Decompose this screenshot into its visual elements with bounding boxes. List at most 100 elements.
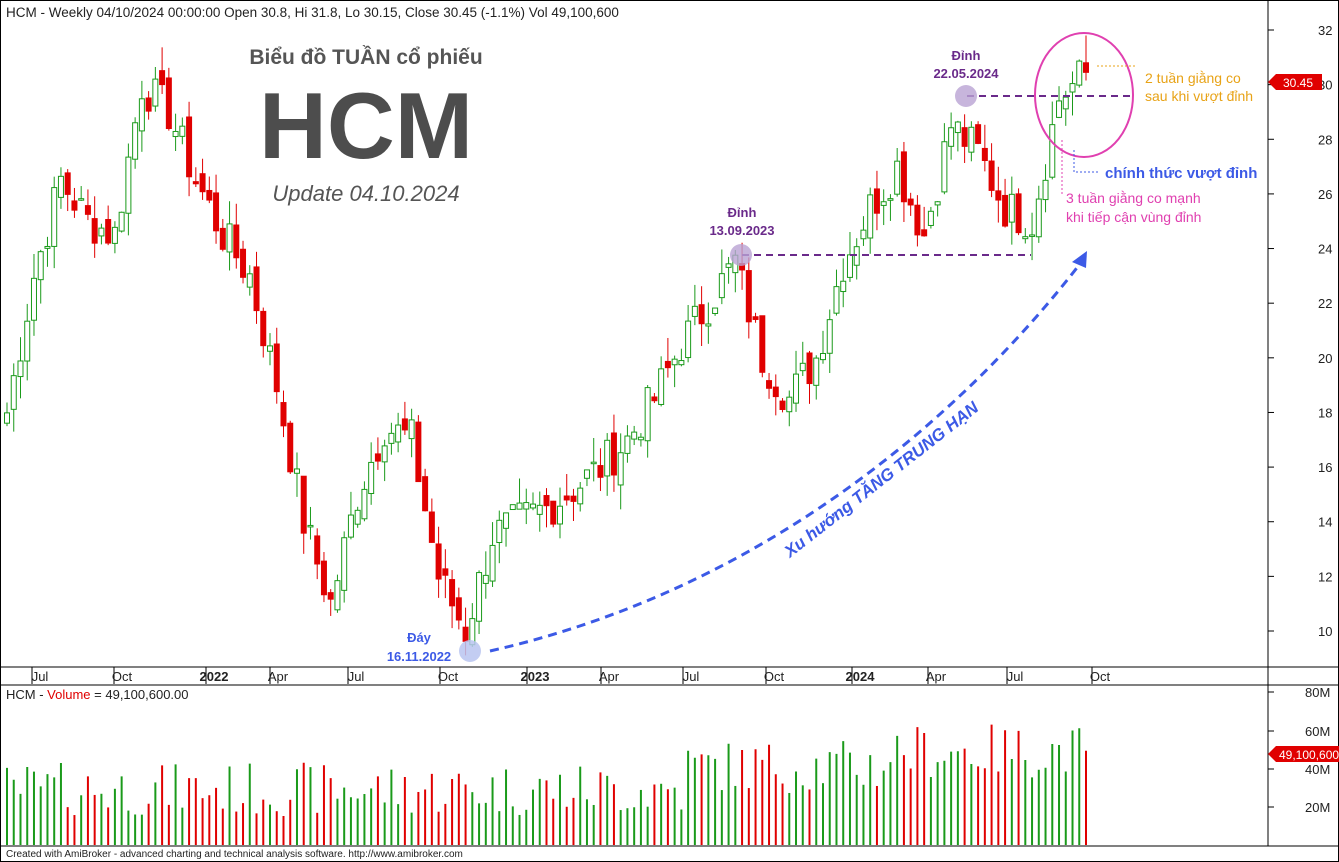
- candle-body: [604, 439, 611, 477]
- candle-body: [1002, 194, 1009, 227]
- candle-body: [1008, 193, 1015, 223]
- candle-body: [213, 192, 220, 232]
- candle-body: [900, 151, 907, 203]
- bottom-date: 16.11.2022: [387, 649, 451, 664]
- candle-body: [799, 362, 806, 372]
- price-tick-label: 32: [1318, 23, 1332, 38]
- candle-body: [132, 122, 139, 160]
- time-tick-label: Oct: [1090, 669, 1111, 684]
- candle-body: [712, 307, 719, 315]
- peak2-date: 22.05.2024: [933, 66, 999, 81]
- candle-body: [4, 412, 10, 424]
- candle-body: [422, 476, 429, 512]
- candle-body: [442, 568, 449, 576]
- candle-body: [631, 431, 638, 440]
- candle-body: [24, 320, 31, 362]
- candle-body: [98, 227, 105, 237]
- bottom-title: Đáy: [407, 630, 432, 645]
- candle-body: [476, 572, 483, 622]
- candle-body: [1062, 96, 1069, 110]
- candle-body: [583, 469, 590, 479]
- candlesticks: [4, 35, 1089, 656]
- candle-body: [64, 172, 71, 195]
- candle-body: [954, 121, 961, 134]
- candle-body: [860, 229, 867, 240]
- candle-body: [30, 277, 37, 321]
- candle-body: [610, 432, 617, 476]
- consol2-line2: sau khi vượt đỉnh: [1145, 88, 1253, 104]
- candle-body: [395, 424, 402, 443]
- candle-body: [165, 77, 172, 130]
- candle-body: [361, 488, 368, 520]
- time-tick-label: Apr: [926, 669, 947, 684]
- candle-body: [523, 502, 530, 510]
- candle-body: [388, 432, 395, 444]
- candle-body: [813, 357, 820, 386]
- volume-label-prefix: HCM -: [6, 687, 47, 702]
- consol2-line1: 2 tuần giằng co: [1145, 70, 1241, 86]
- candle-body: [462, 626, 469, 642]
- candle-body: [1035, 198, 1042, 238]
- volume-tag-bg: [1268, 746, 1339, 762]
- candle-body: [556, 505, 563, 525]
- price-tick-label: 26: [1318, 187, 1332, 202]
- candle-body: [867, 194, 874, 239]
- candle-body: [691, 305, 698, 317]
- bottom-marker: [459, 640, 481, 662]
- candle-body: [300, 475, 307, 534]
- candle-body: [408, 419, 415, 440]
- candle-body: [314, 535, 321, 565]
- price-tick-label: 14: [1318, 515, 1332, 530]
- candle-body: [354, 509, 361, 525]
- candle-body: [455, 597, 462, 621]
- time-tick-label: Oct: [764, 669, 785, 684]
- candle-body: [1083, 62, 1089, 73]
- time-tick-label: Apr: [599, 669, 620, 684]
- candle-body: [988, 160, 995, 191]
- consol3-line2: khi tiếp cận vùng đỉnh: [1066, 209, 1201, 225]
- candle-body: [1049, 124, 1056, 178]
- candle-body: [381, 445, 388, 463]
- candle-body: [84, 205, 91, 215]
- price-tick-label: 24: [1318, 242, 1332, 257]
- candle-body: [678, 360, 685, 366]
- candle-body: [233, 224, 240, 259]
- candle-body: [577, 487, 584, 505]
- candle-body: [267, 345, 274, 352]
- time-tick-label: 2023: [521, 669, 550, 684]
- candle-body: [347, 514, 354, 538]
- time-tick-label: 2024: [846, 669, 876, 684]
- candle-body: [192, 181, 199, 185]
- candle-body: [590, 461, 597, 465]
- candle-body: [496, 519, 503, 544]
- candle-body: [624, 435, 631, 454]
- candle-body: [206, 189, 213, 201]
- candle-body: [172, 130, 179, 138]
- candle-body: [428, 511, 435, 543]
- volume-tick-label: 40M: [1305, 762, 1330, 777]
- candle-body: [705, 323, 712, 327]
- candle-body: [199, 173, 206, 193]
- candle-body: [617, 452, 624, 486]
- breakout-pointer: [1073, 150, 1100, 173]
- peak1-marker: [730, 244, 752, 266]
- trend-arrow-head: [1072, 251, 1087, 268]
- candle-body: [941, 141, 948, 193]
- volume-tick-label: 20M: [1305, 800, 1330, 815]
- candle-body: [503, 512, 510, 529]
- candle-body: [887, 198, 894, 201]
- candle-body: [644, 387, 651, 442]
- volume-label-name: Volume: [47, 687, 90, 702]
- candle-body: [961, 127, 968, 147]
- candle-body: [658, 368, 665, 405]
- candle-body: [516, 502, 523, 510]
- volume-label-value: = 49,100,600.00: [91, 687, 189, 702]
- time-tick-label: Oct: [112, 669, 133, 684]
- candle-body: [253, 266, 260, 312]
- candle-body: [725, 263, 732, 268]
- consolidation-circle: [1034, 32, 1134, 158]
- candle-body: [671, 358, 678, 366]
- candle-body: [894, 160, 901, 195]
- candle-body: [1015, 193, 1022, 234]
- candle-body: [637, 436, 644, 441]
